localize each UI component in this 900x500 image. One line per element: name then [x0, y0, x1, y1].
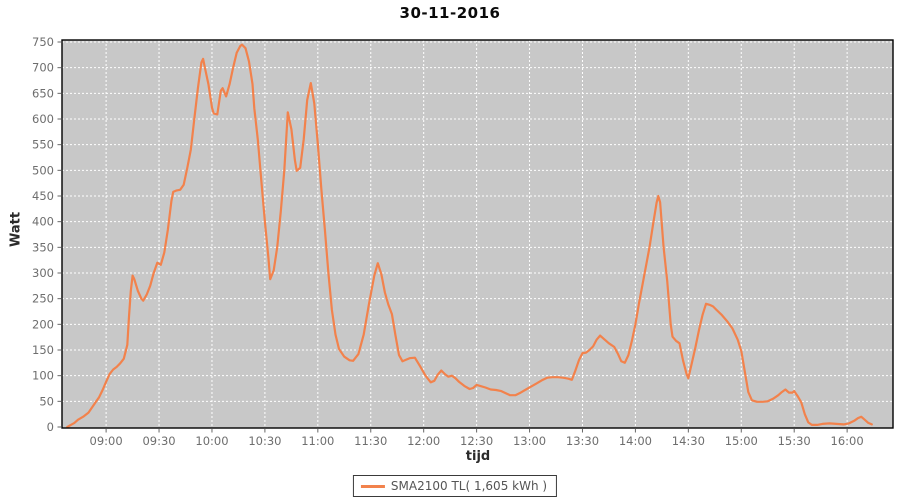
series-line	[66, 43, 873, 428]
x-tick-label: 15:30	[778, 434, 811, 448]
x-tick-label: 16:00	[831, 434, 864, 448]
y-tick-label: 200	[32, 317, 54, 331]
x-tick-label: 11:30	[354, 434, 387, 448]
y-tick-label: 150	[32, 343, 54, 357]
x-axis-title: tijd	[465, 449, 491, 464]
y-tick-label: 450	[32, 189, 54, 203]
plot-border	[61, 39, 894, 429]
x-tick-label: 15:00	[725, 434, 758, 448]
y-tick-label: 0	[47, 420, 54, 434]
legend-label: SMA2100 TL( 1,605 kWh )	[390, 479, 548, 493]
y-tick-label: 700	[32, 61, 54, 75]
x-tick-label: 09:00	[90, 434, 123, 448]
y-tick-label: 500	[32, 163, 54, 177]
x-tick-label: 09:30	[142, 434, 175, 448]
y-tick-label: 400	[32, 215, 54, 229]
y-tick-label: 550	[32, 138, 54, 152]
legend-series-swatch	[360, 484, 385, 488]
plot-background	[62, 40, 893, 428]
x-tick-label: 12:30	[460, 434, 493, 448]
x-tick-label: 14:30	[672, 434, 705, 448]
y-tick-label: 600	[32, 112, 54, 126]
y-tick-label: 300	[32, 266, 54, 280]
chart-title: 30-11-2016	[399, 4, 501, 22]
y-tick-label: 250	[32, 292, 54, 306]
x-tick-label: 12:00	[407, 434, 440, 448]
legend: SMA2100 TL( 1,605 kWh )	[352, 475, 558, 497]
y-axis-title: Watt	[8, 211, 24, 248]
x-tick-label: 10:00	[195, 434, 228, 448]
y-tick-label: 650	[32, 86, 54, 100]
x-tick-label: 13:00	[513, 434, 546, 448]
x-tick-label: 13:30	[566, 434, 599, 448]
x-tick-label: 11:00	[301, 434, 334, 448]
y-tick-label: 750	[32, 35, 54, 49]
x-tick-label: 14:00	[619, 434, 652, 448]
y-tick-label: 50	[39, 394, 54, 408]
y-tick-label: 350	[32, 240, 54, 254]
x-tick-label: 10:30	[248, 434, 281, 448]
y-tick-label: 100	[32, 369, 54, 383]
